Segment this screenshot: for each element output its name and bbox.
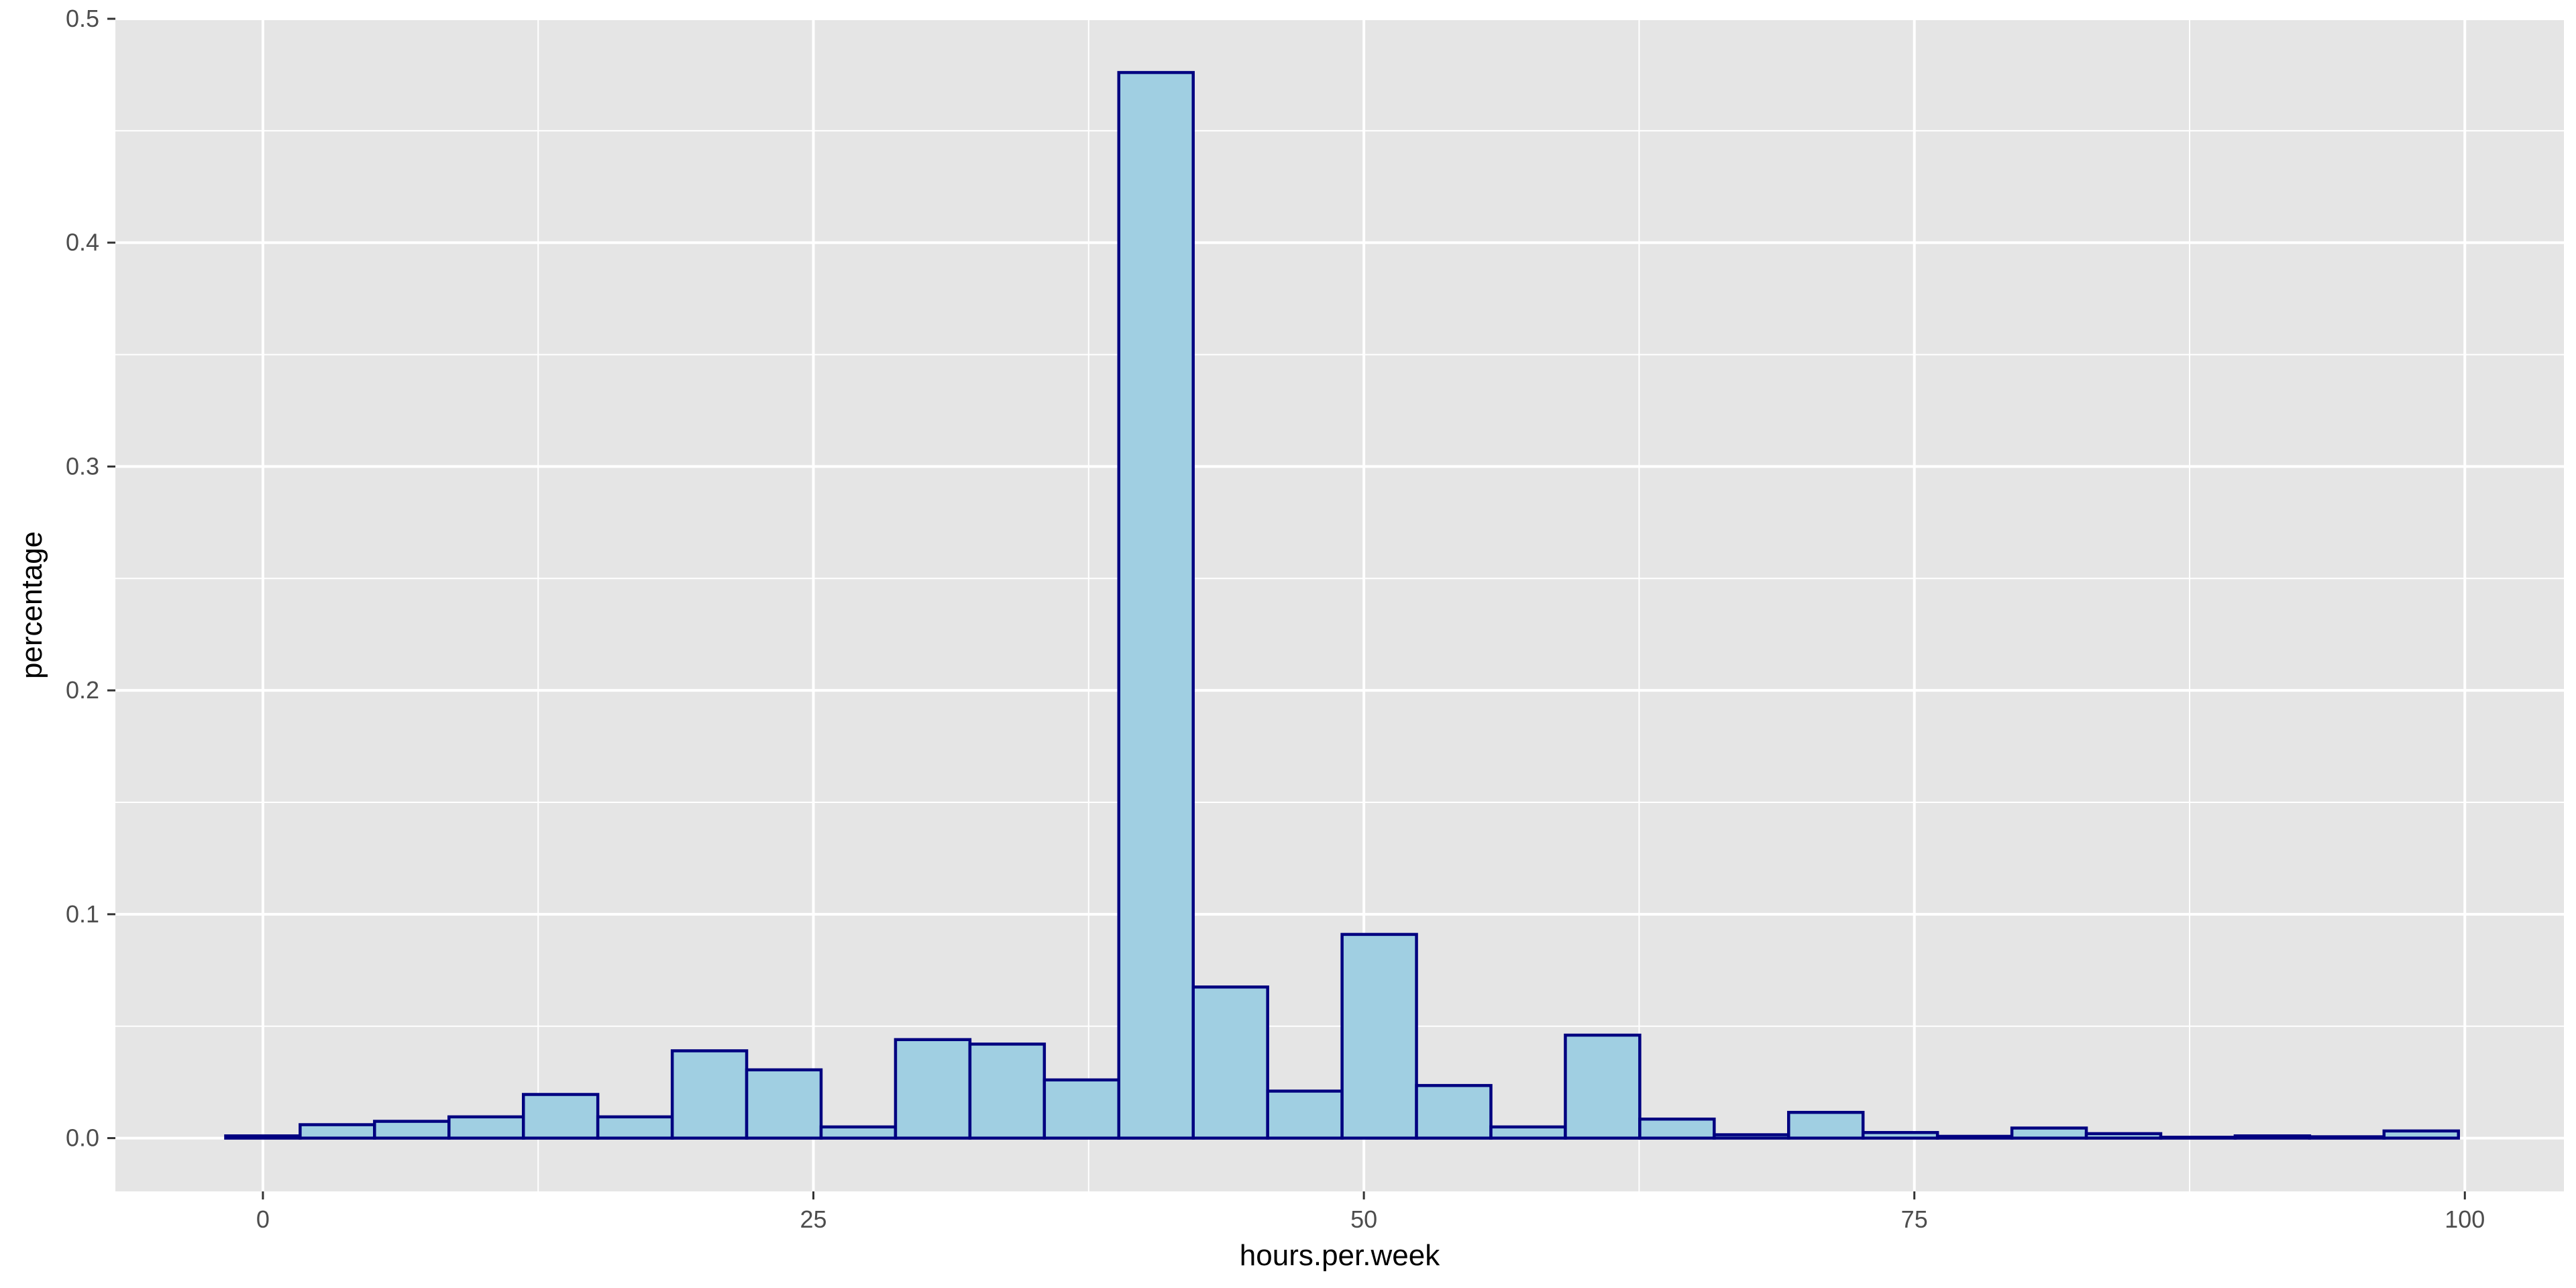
- histogram-bar: [299, 1123, 376, 1140]
- x-tick-label: 0: [256, 1205, 270, 1233]
- histogram-bar: [819, 1125, 898, 1140]
- histogram-bar: [224, 1134, 302, 1140]
- histogram-bar: [2084, 1132, 2163, 1140]
- histogram-bar: [1935, 1134, 2014, 1140]
- y-axis-title: percentage: [15, 531, 48, 679]
- panel-background: [115, 19, 2564, 1191]
- histogram-bar: [2159, 1135, 2237, 1140]
- x-tick-label: 25: [800, 1205, 826, 1233]
- y-tick-label: 0.5: [66, 5, 99, 32]
- minor-gridlines: [115, 19, 2564, 1191]
- histogram-bar: [373, 1120, 451, 1140]
- histogram-bar: [1266, 1089, 1344, 1140]
- histogram-bar: [1638, 1117, 1716, 1140]
- histogram-bar: [2233, 1134, 2312, 1140]
- histogram-bar: [968, 1042, 1046, 1140]
- histogram-bar: [1191, 985, 1269, 1140]
- histogram-bar: [1713, 1133, 1790, 1140]
- histogram-bar: [596, 1115, 674, 1140]
- x-axis-title: hours.per.week: [1240, 1239, 1440, 1272]
- histogram-bar: [1564, 1033, 1642, 1140]
- histogram-bar: [670, 1049, 749, 1140]
- y-tick-label: 0.4: [66, 229, 99, 256]
- histogram-bar: [894, 1038, 972, 1140]
- x-tick-label: 100: [2445, 1205, 2485, 1233]
- major-gridlines: [115, 17, 2564, 1191]
- y-tick-label: 0.2: [66, 676, 99, 704]
- y-tick-label: 0.0: [66, 1124, 99, 1152]
- histogram-bar: [2382, 1129, 2461, 1140]
- histogram-bars: [224, 70, 2461, 1140]
- y-axis-ticks: 0.0 0.1 0.2 0.3 0.4 0.5: [66, 5, 115, 1152]
- y-tick-label: 0.1: [66, 900, 99, 928]
- histogram-bar: [1117, 70, 1195, 1140]
- x-axis-ticks: 0 25 50 75 100: [256, 1191, 2485, 1233]
- y-tick-label: 0.3: [66, 452, 99, 480]
- histogram-bar: [1042, 1078, 1121, 1140]
- histogram-bar: [1340, 932, 1418, 1140]
- histogram-bar: [521, 1093, 600, 1140]
- x-tick-label: 50: [1350, 1205, 1377, 1233]
- histogram-bar: [745, 1068, 823, 1140]
- histogram-bar: [447, 1115, 525, 1140]
- histogram-bar: [1861, 1130, 1939, 1140]
- histogram-bar: [2308, 1135, 2386, 1140]
- histogram-bar: [1787, 1110, 1865, 1140]
- histogram-bar: [2010, 1126, 2088, 1140]
- x-tick-label: 75: [1901, 1205, 1928, 1233]
- histogram-bar: [1415, 1083, 1493, 1140]
- histogram-bar: [1489, 1125, 1567, 1140]
